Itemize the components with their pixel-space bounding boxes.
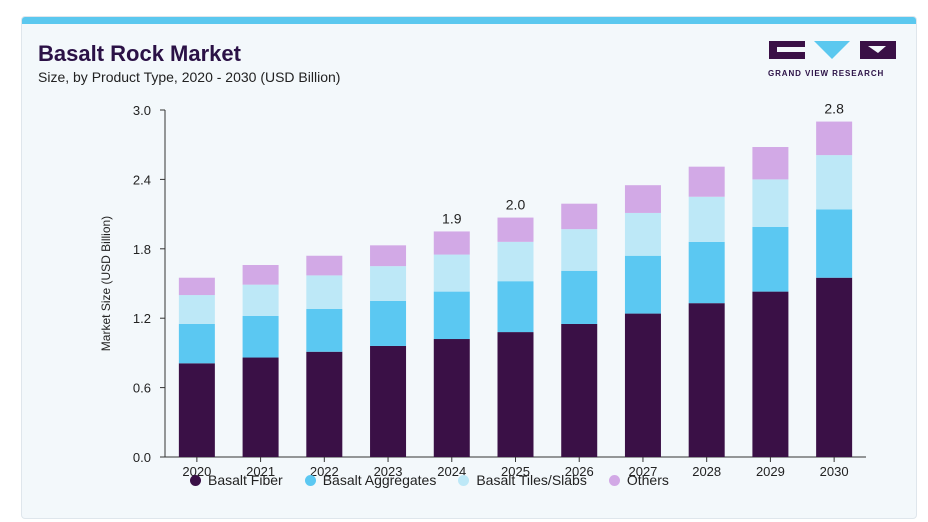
legend-swatch-basalt-aggregates	[304, 474, 316, 486]
x-tick-label-2026: 2026	[565, 464, 594, 479]
bar-basalt-fiber-2022	[306, 351, 343, 457]
legend-swatch-others	[608, 474, 620, 486]
bar-others-2020	[178, 277, 215, 296]
data-label-2030: 2.8	[824, 101, 844, 117]
bar-others-2021	[242, 264, 279, 285]
bar-basalt-tiles-slabs-2029	[752, 179, 789, 227]
bar-basalt-fiber-2026	[561, 323, 598, 457]
accent-bar	[22, 17, 916, 24]
logo-notch-left	[777, 47, 805, 52]
bar-basalt-aggregates-2025	[497, 281, 534, 333]
legend-item-basalt-tiles-slabs: Basalt Tiles/Slabs	[458, 472, 587, 488]
bar-basalt-tiles-slabs-2020	[178, 295, 215, 324]
legend-swatch-basalt-tiles-slabs	[458, 474, 470, 486]
bar-others-2022	[306, 255, 343, 276]
y-tick-label: 3.0	[133, 103, 151, 118]
y-axis-label: Market Size (USD Billion)	[99, 216, 113, 351]
x-tick-label-2027: 2027	[628, 464, 657, 479]
bar-others-2027	[624, 185, 661, 213]
legend-label-basalt-tiles-slabs: Basalt Tiles/Slabs	[476, 472, 587, 488]
legend: Basalt Fiber Basalt Aggregates Basalt Ti…	[190, 472, 669, 488]
x-tick-label-2030: 2030	[820, 464, 849, 479]
bar-basalt-fiber-2021	[242, 357, 279, 457]
bar-basalt-tiles-slabs-2028	[688, 196, 725, 242]
bar-basalt-aggregates-2030	[816, 209, 853, 278]
data-label-2025: 2.0	[506, 197, 526, 213]
bar-basalt-fiber-2027	[624, 313, 661, 457]
legend-label-basalt-fiber: Basalt Fiber	[208, 472, 283, 488]
bar-basalt-fiber-2030	[816, 277, 853, 457]
legend-swatch-basalt-fiber	[190, 474, 201, 486]
grand-view-research-logo	[769, 41, 896, 59]
bar-basalt-tiles-slabs-2030	[816, 155, 853, 210]
bar-basalt-tiles-slabs-2025	[497, 241, 534, 282]
data-label-2024: 1.9	[442, 210, 462, 226]
bar-others-2023	[370, 245, 407, 267]
bar-basalt-aggregates-2027	[624, 255, 661, 314]
bar-basalt-fiber-2028	[688, 303, 725, 457]
x-tick-label-2020: 2020	[182, 464, 211, 479]
x-tick-label-2028: 2028	[692, 464, 721, 479]
bar-basalt-aggregates-2029	[752, 226, 789, 292]
chart-title: Basalt Rock Market	[38, 41, 241, 66]
y-tick-label: 0.0	[133, 450, 151, 465]
y-tick-label: 2.4	[133, 172, 151, 187]
bar-basalt-fiber-2025	[497, 332, 534, 457]
legend-label-others: Others	[626, 472, 669, 488]
bar-basalt-aggregates-2023	[370, 300, 407, 346]
legend-item-basalt-aggregates: Basalt Aggregates	[304, 472, 437, 488]
bar-basalt-aggregates-2024	[433, 291, 470, 340]
legend-item-others: Others	[608, 472, 669, 488]
x-tick-label-2021: 2021	[246, 464, 275, 479]
y-tick-label: 0.6	[133, 381, 151, 396]
bar-basalt-aggregates-2020	[178, 323, 215, 364]
chart-subtitle: Size, by Product Type, 2020 - 2030 (USD …	[38, 69, 341, 85]
bar-basalt-aggregates-2022	[306, 308, 343, 352]
logo-text: GRAND VIEW RESEARCH	[768, 69, 885, 78]
bar-others-2024	[433, 231, 470, 255]
logo-notch-right	[868, 46, 886, 53]
y-tick-label: 1.8	[133, 242, 151, 257]
bar-basalt-tiles-slabs-2026	[561, 229, 598, 271]
bar-basalt-tiles-slabs-2023	[370, 266, 407, 301]
bar-basalt-fiber-2020	[178, 363, 215, 457]
bar-basalt-fiber-2024	[433, 339, 470, 457]
bar-basalt-aggregates-2026	[561, 270, 598, 324]
x-tick-label-2023: 2023	[374, 464, 403, 479]
bar-basalt-aggregates-2028	[688, 241, 725, 304]
logo-triangle	[814, 41, 850, 59]
x-tick-label-2025: 2025	[501, 464, 530, 479]
x-tick-label-2029: 2029	[756, 464, 785, 479]
y-tick-label: 1.2	[133, 311, 151, 326]
bar-others-2030	[816, 121, 853, 156]
bar-basalt-fiber-2023	[370, 345, 407, 457]
bar-basalt-tiles-slabs-2027	[624, 212, 661, 256]
bar-others-2028	[688, 166, 725, 197]
bar-others-2026	[561, 203, 598, 230]
bar-basalt-tiles-slabs-2021	[242, 284, 279, 316]
bar-others-2025	[497, 217, 534, 242]
bar-basalt-aggregates-2021	[242, 315, 279, 358]
x-tick-label-2024: 2024	[437, 464, 466, 479]
legend-label-basalt-aggregates: Basalt Aggregates	[322, 472, 437, 488]
x-tick-label-2022: 2022	[310, 464, 339, 479]
bar-others-2029	[752, 147, 789, 180]
bar-basalt-tiles-slabs-2024	[433, 254, 470, 292]
legend-item-basalt-fiber: Basalt Fiber	[190, 472, 283, 488]
bar-basalt-fiber-2029	[752, 291, 789, 457]
bar-basalt-tiles-slabs-2022	[306, 275, 343, 309]
